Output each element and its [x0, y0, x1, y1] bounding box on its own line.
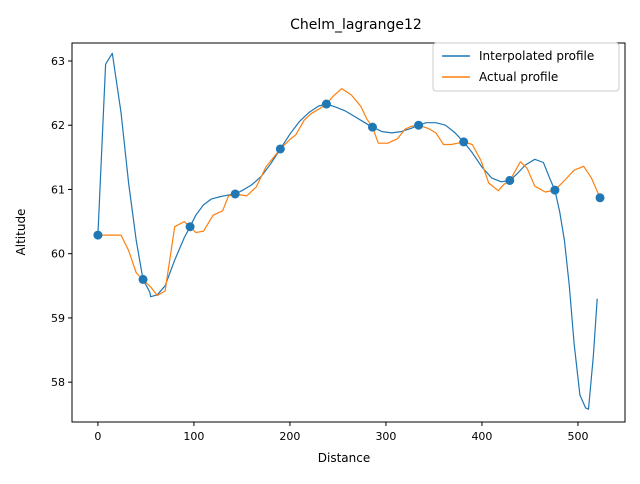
- x-tick-label: 100: [183, 430, 204, 443]
- sample-point: [185, 222, 195, 232]
- sample-point: [595, 193, 605, 203]
- y-tick-label: 61: [51, 183, 65, 196]
- sample-point: [505, 175, 515, 185]
- y-tick-label: 59: [51, 312, 65, 325]
- legend: Interpolated profile Actual profile: [432, 42, 620, 92]
- y-tick-label: 58: [51, 376, 65, 389]
- x-tick-label: 500: [567, 430, 588, 443]
- sample-point: [459, 137, 469, 147]
- series-line-1: [97, 52, 598, 410]
- legend-label-actual: Actual profile: [479, 70, 558, 84]
- y-tick-label: 62: [51, 119, 65, 132]
- x-tick-label: 400: [471, 430, 492, 443]
- legend-box: [432, 42, 620, 92]
- y-axis-label: Altitude: [14, 209, 28, 256]
- x-axis-label: Distance: [318, 451, 370, 465]
- x-axis: 0 100 200 300 400 500: [94, 422, 588, 443]
- series-layer: [97, 52, 601, 410]
- plot-area: [71, 42, 626, 423]
- sample-point: [230, 189, 240, 199]
- y-tick-label: 60: [51, 248, 65, 261]
- x-tick-label: 200: [279, 430, 300, 443]
- x-tick-label: 0: [94, 430, 101, 443]
- sample-point: [368, 122, 378, 132]
- sample-point: [93, 230, 103, 240]
- axes-frame: [71, 42, 626, 423]
- markers-layer: [93, 99, 605, 284]
- y-tick-label: 63: [51, 55, 65, 68]
- chart-title: Chelm_lagrange12: [290, 17, 422, 33]
- sample-point: [321, 99, 331, 109]
- x-tick-label: 300: [375, 430, 396, 443]
- sample-point: [275, 144, 285, 154]
- y-axis: 58 59 60 61 62 63: [51, 55, 72, 389]
- sample-point: [138, 274, 148, 284]
- sample-point: [414, 120, 424, 130]
- legend-label-interpolated: Interpolated profile: [479, 49, 594, 63]
- sample-point: [550, 185, 560, 195]
